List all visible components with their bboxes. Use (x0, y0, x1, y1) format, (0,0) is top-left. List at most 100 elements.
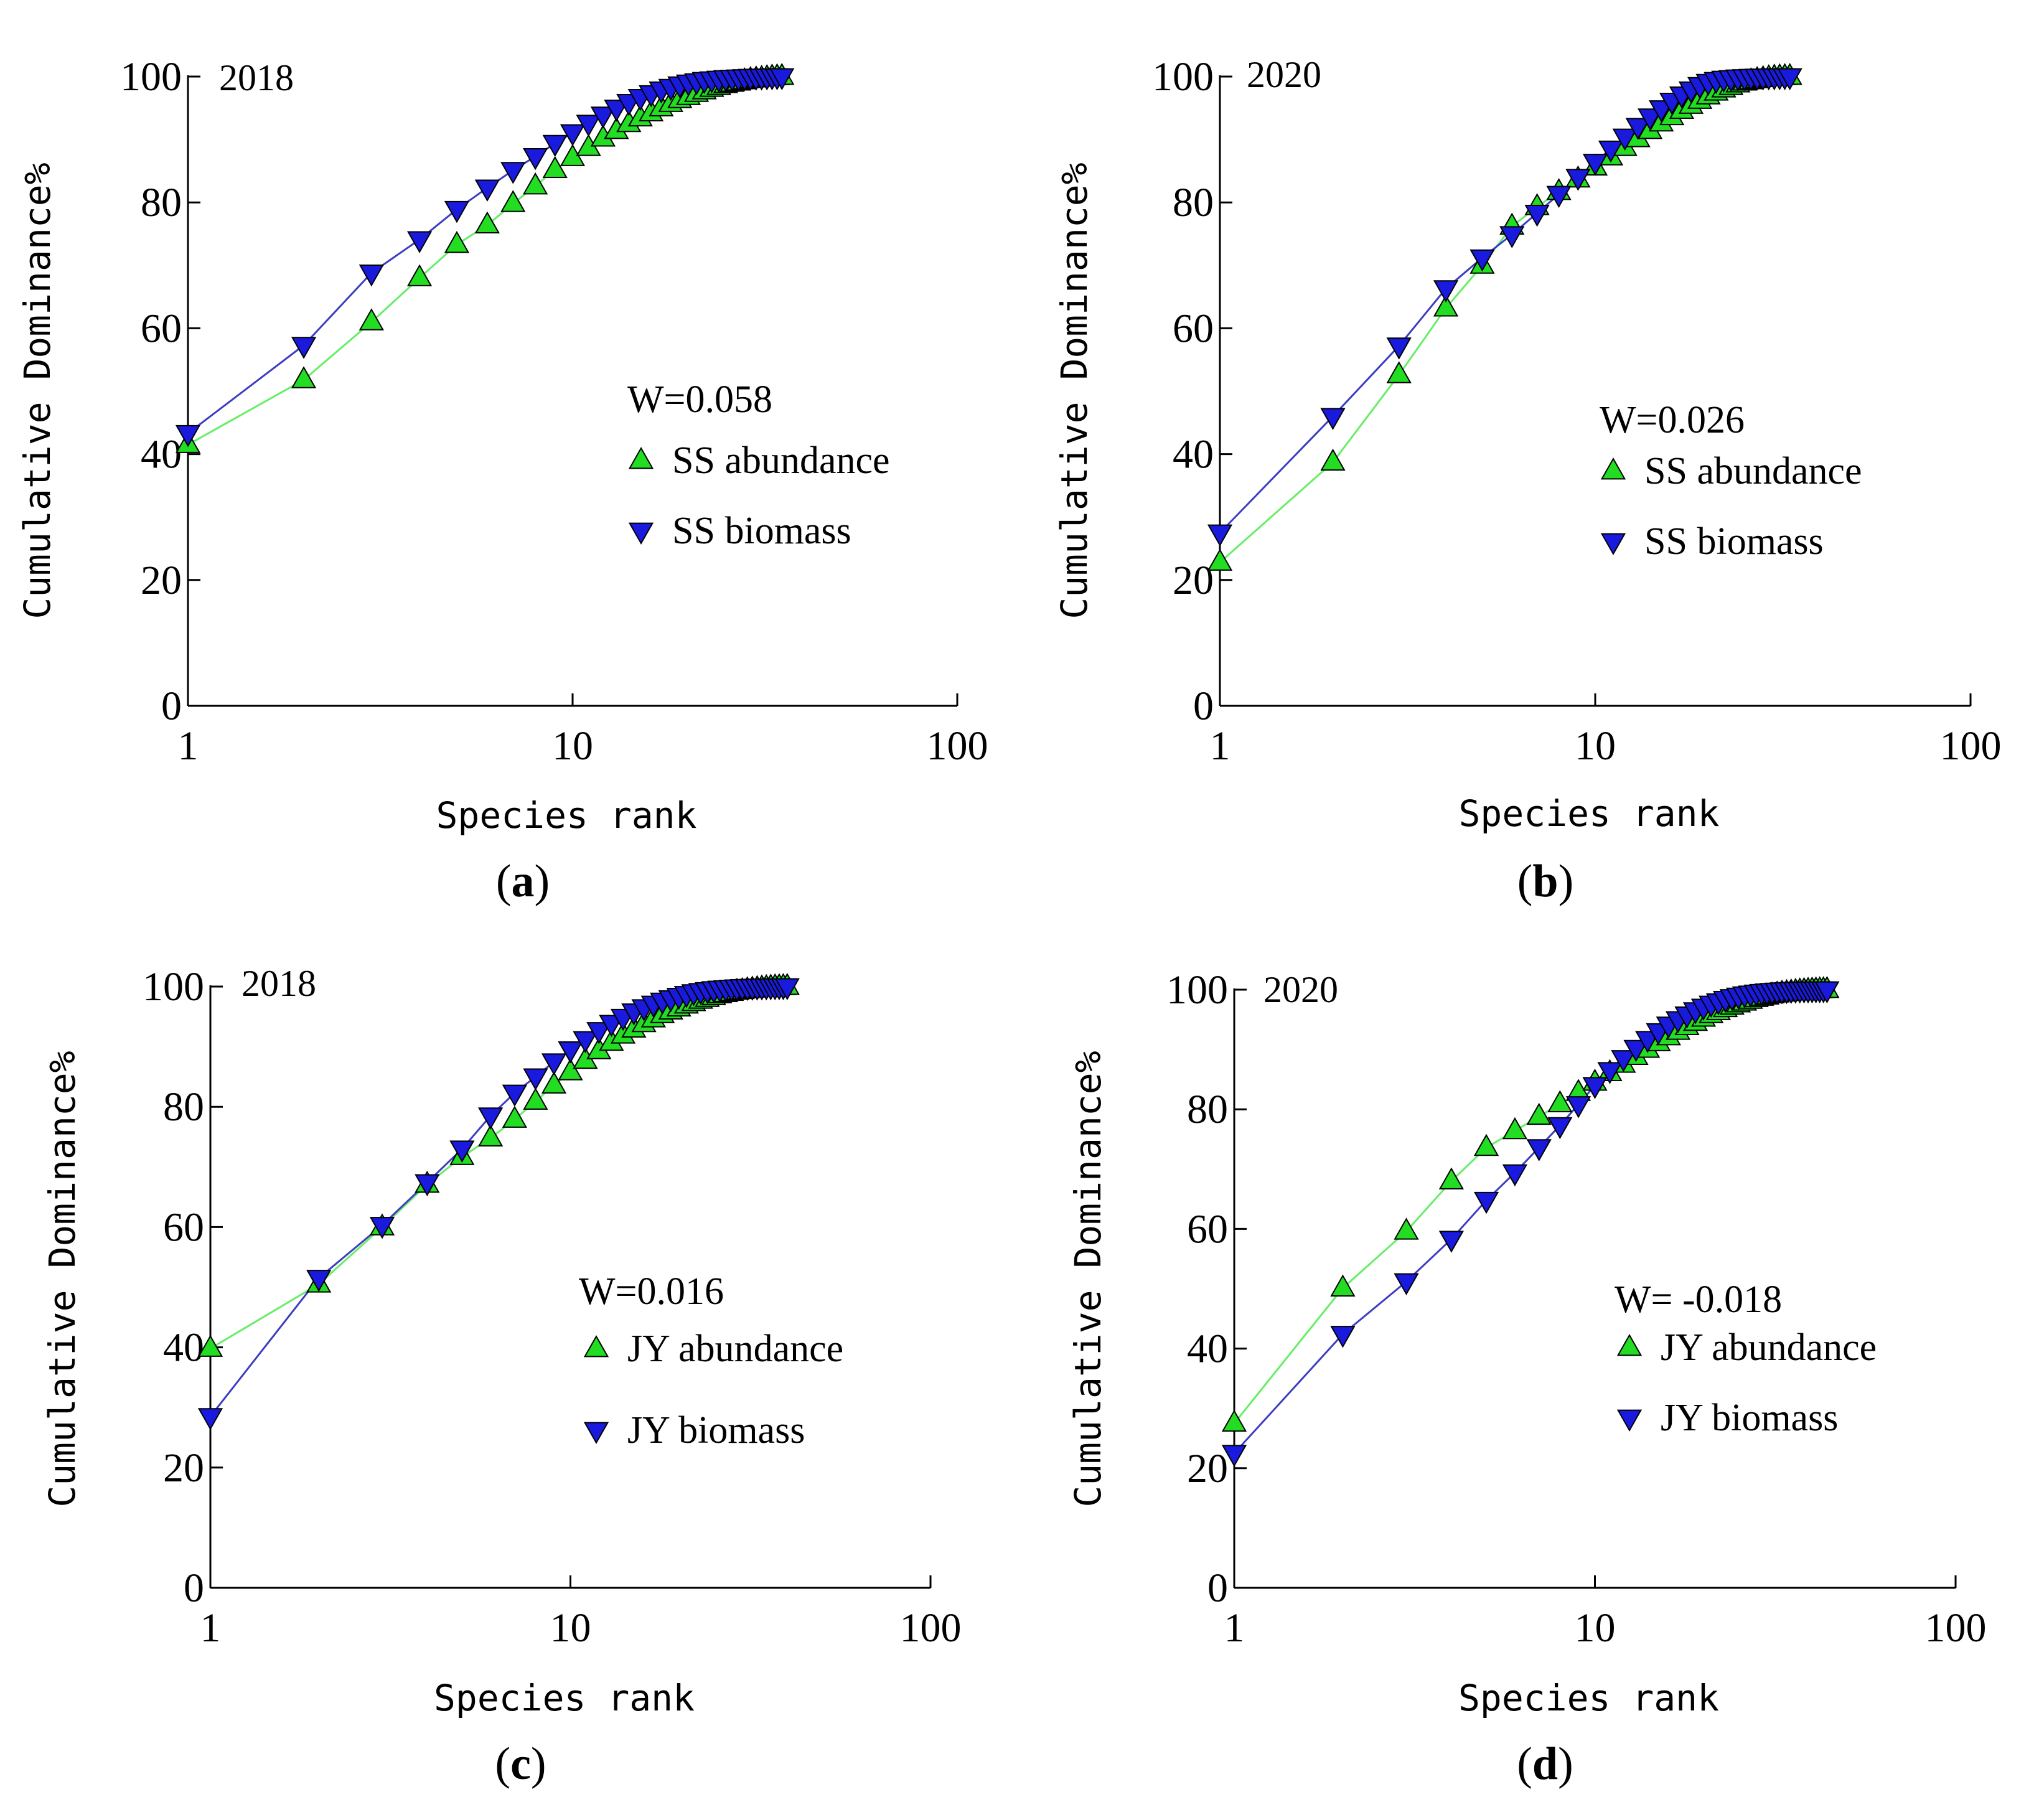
abundance-point (1438, 1167, 1465, 1189)
legend-biomass-label: JY biomass (1661, 1397, 1838, 1439)
biomass-point (1777, 68, 1802, 91)
abundance-point (406, 264, 433, 286)
biomass-point (523, 1068, 548, 1091)
biomass-point (1547, 1117, 1573, 1140)
biomass-point (586, 1022, 612, 1044)
y-tick-label: 100 (1166, 967, 1228, 1013)
legend-abundance-icon (1600, 457, 1626, 480)
chart-panel-a: 0 20 40 60 80 100 1 10 100 Species rank Cumulative… (16, 54, 988, 907)
abundance-point (1330, 1274, 1356, 1297)
biomass-point (1612, 128, 1638, 151)
y-tick-label: 60 (163, 1204, 204, 1250)
biomass-point (1386, 337, 1412, 360)
biomass-point (1221, 1445, 1247, 1467)
biomass-point (1611, 1050, 1636, 1072)
abundance-point (1547, 1090, 1573, 1112)
legend-biomass-label: SS biomass (1644, 520, 1824, 563)
legend: SS abundance SS biomass (1600, 450, 1862, 563)
biomass-point (1473, 1191, 1499, 1214)
x-tick-label: 10 (1575, 1605, 1616, 1651)
abundance-point (1386, 361, 1412, 383)
abundance-point (1320, 448, 1346, 471)
biomass-point (406, 231, 433, 253)
x-tick-label: 10 (550, 1605, 591, 1651)
biomass-point (1625, 118, 1651, 140)
biomass-point (175, 425, 201, 448)
w-statistic-label: W= -0.018 (1615, 1278, 1782, 1321)
y-tick-label: 80 (1187, 1087, 1228, 1132)
y-tick-label: 0 (161, 683, 182, 729)
abundance-point (542, 156, 568, 179)
w-statistic-label: W=0.016 (579, 1270, 724, 1313)
x-tick-label: 1 (178, 723, 199, 769)
y-tick-label: 20 (163, 1445, 204, 1491)
biomass-point (306, 1270, 332, 1292)
biomass-point (604, 100, 629, 122)
y-tick-label: 60 (1187, 1206, 1228, 1252)
chart-panel-d: 0 20 40 60 80 100 1 10 100 Species rank Cumulative… (1067, 967, 1987, 1790)
y-tick-label: 40 (141, 432, 182, 477)
x-tick-label: 100 (927, 723, 988, 769)
year-label: 2018 (219, 57, 294, 98)
w-statistic-label: W=0.026 (1600, 399, 1745, 441)
abundance-point (474, 211, 500, 233)
w-statistic-label: W=0.058 (627, 378, 772, 421)
y-tick-label: 0 (1193, 683, 1214, 729)
biomass-point (769, 68, 795, 91)
y-tick-label: 100 (1152, 54, 1214, 100)
x-axis-title: Species rank (434, 1677, 695, 1719)
biomass-point (1207, 524, 1233, 547)
biomass-point (1433, 280, 1459, 303)
biomass-point (369, 1217, 395, 1239)
panel-caption: (a) (496, 856, 550, 907)
panel-caption: (b) (1517, 856, 1573, 907)
biomass-point (197, 1408, 223, 1430)
x-tick-label: 1 (1210, 723, 1230, 769)
biomass-point (1638, 108, 1663, 131)
biomass-point (478, 1107, 504, 1130)
x-tick-label: 10 (552, 723, 593, 769)
abundance-point (502, 1105, 528, 1128)
x-tick-label: 100 (1925, 1605, 1987, 1651)
biomass-point (1438, 1231, 1465, 1253)
y-tick-label: 40 (163, 1325, 204, 1371)
legend-biomass-icon (1616, 1409, 1643, 1432)
biomass-point (449, 1140, 475, 1163)
biomass-point (1502, 1164, 1528, 1187)
chart-panel-b: 0 20 40 60 80 100 1 10 100 Species rank Cumulative… (1053, 54, 2002, 907)
y-tick-label: 80 (1173, 180, 1214, 225)
year-label: 2020 (1247, 54, 1321, 95)
biomass-point (1582, 1077, 1608, 1099)
series-line-biomass (1233, 988, 1827, 1454)
y-tick-label: 0 (184, 1565, 204, 1611)
abundance-point (197, 1335, 223, 1357)
biomass-point (1524, 204, 1550, 227)
abundance-point (444, 230, 470, 253)
y-tick-label: 80 (163, 1084, 204, 1130)
biomass-point (1320, 408, 1346, 430)
legend-biomass-icon (583, 1422, 609, 1445)
y-axis-title: Cumulative Dominance% (1067, 1051, 1109, 1507)
year-label: 2020 (1263, 969, 1338, 1010)
biomass-point (576, 115, 601, 137)
y-tick-label: 100 (120, 54, 182, 100)
abundance-point (1502, 1117, 1528, 1140)
legend-biomass-label: SS biomass (672, 510, 851, 552)
abundance-point (1207, 548, 1233, 571)
biomass-point (560, 124, 586, 147)
legend: JY abundance JY biomass (583, 1328, 843, 1452)
y-tick-label: 80 (141, 180, 182, 225)
biomass-point (1814, 981, 1840, 1004)
biomass-point (502, 1084, 528, 1107)
biomass-point (1565, 1096, 1591, 1119)
biomass-point (1597, 1062, 1623, 1084)
y-tick-label: 20 (1187, 1446, 1228, 1491)
abundance-point (478, 1124, 504, 1147)
abundance-point (1473, 1133, 1499, 1156)
biomass-point (474, 179, 500, 202)
abundance-point (522, 172, 548, 195)
biomass-point (522, 148, 548, 171)
biomass-point (291, 337, 317, 359)
biomass-point (573, 1031, 598, 1054)
